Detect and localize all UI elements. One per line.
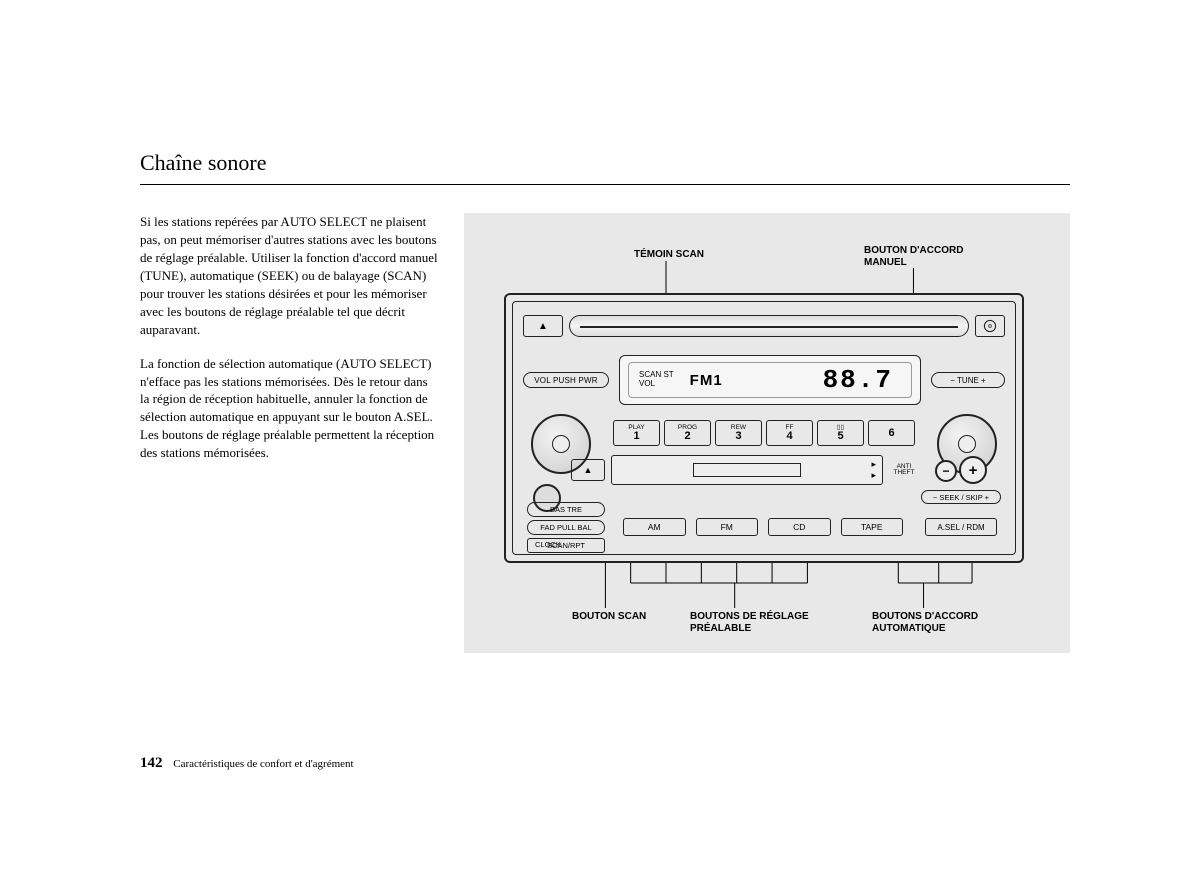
- paragraph-1: Si les stations repérées par AUTO SELECT…: [140, 213, 440, 339]
- paragraph-2: La fonction de sélection automatique (AU…: [140, 355, 440, 463]
- preset-3[interactable]: REW3: [715, 420, 762, 446]
- cd-eject-button[interactable]: ▲: [523, 315, 563, 337]
- anti-theft-label: ANTI THEFT: [889, 464, 919, 477]
- preset-4[interactable]: FF4: [766, 420, 813, 446]
- lcd-indicators: SCAN ST VOL: [639, 371, 674, 389]
- asel-rdm-button[interactable]: A.SEL / RDM: [925, 518, 997, 536]
- preset-row: PLAY1 PROG2 REW3 FF4 ▯▯5 6: [613, 420, 915, 446]
- am-button[interactable]: AM: [623, 518, 686, 536]
- cassette-row: ▲ ▸▸ ANTI THEFT: [571, 452, 919, 488]
- cassette-slot[interactable]: ▸▸: [611, 455, 883, 485]
- radio-bezel: ▲ VOL PUSH PWR SCAN ST VOL: [512, 301, 1016, 555]
- cd-slot[interactable]: [569, 315, 969, 337]
- clock-label: CLOCK: [535, 540, 561, 549]
- cd-icon: [975, 315, 1005, 337]
- cassette-eject-button[interactable]: ▲: [571, 459, 605, 481]
- preset-1[interactable]: PLAY1: [613, 420, 660, 446]
- callout-bouton-scan: BOUTON SCAN: [572, 611, 646, 623]
- cd-button[interactable]: CD: [768, 518, 831, 536]
- seek-skip-label: − SEEK / SKIP +: [921, 490, 1001, 504]
- chapter-title: Caractéristiques de confort et d'agrémen…: [173, 758, 353, 770]
- page-footer: 142 Caractéristiques de confort et d'agr…: [140, 755, 354, 772]
- display-row: VOL PUSH PWR SCAN ST VOL FM1 88.7 − TUNE…: [523, 348, 1005, 412]
- fm-button[interactable]: FM: [696, 518, 759, 536]
- bas-tre-label: BAS TRE: [527, 502, 605, 517]
- lcd-band: FM1: [690, 372, 723, 389]
- lcd-frequency: 88.7: [823, 365, 893, 395]
- seek-minus-button[interactable]: −: [935, 460, 957, 482]
- callout-boutons-accord-auto: BOUTONS D'ACCORD AUTOMATIQUE: [872, 611, 978, 634]
- callout-temoin-scan: TÉMOIN SCAN: [634, 249, 704, 261]
- tune-label: − TUNE +: [931, 372, 1005, 388]
- page-title: Chaîne sonore: [140, 150, 1070, 176]
- tape-button[interactable]: TAPE: [841, 518, 904, 536]
- source-row: AM FM CD TAPE: [623, 518, 903, 538]
- callout-boutons-reglage: BOUTONS DE RÉGLAGE PRÉALABLE: [690, 611, 809, 634]
- seek-plus-button[interactable]: +: [959, 456, 987, 484]
- radio-unit: ▲ VOL PUSH PWR SCAN ST VOL: [504, 293, 1024, 563]
- title-rule: [140, 184, 1070, 185]
- lcd-vol: VOL: [639, 380, 674, 389]
- preset-5[interactable]: ▯▯5: [817, 420, 864, 446]
- fad-bal-label: FAD PULL BAL: [527, 520, 605, 535]
- callout-accord-manuel: BOUTON D'ACCORD MANUEL: [864, 245, 963, 268]
- body-text: Si les stations repérées par AUTO SELECT…: [140, 213, 440, 653]
- preset-6[interactable]: 6: [868, 420, 915, 446]
- page-number: 142: [140, 755, 163, 771]
- preset-2[interactable]: PROG2: [664, 420, 711, 446]
- cd-row: ▲: [523, 310, 1005, 342]
- vol-pwr-label: VOL PUSH PWR: [523, 372, 609, 388]
- radio-figure: TÉMOIN SCAN BOUTON D'ACCORD MANUEL BOUTO…: [464, 213, 1070, 653]
- tape-direction-icon: ▸▸: [871, 459, 876, 481]
- content-row: Si les stations repérées par AUTO SELECT…: [140, 213, 1070, 653]
- lcd-display: SCAN ST VOL FM1 88.7: [619, 355, 921, 405]
